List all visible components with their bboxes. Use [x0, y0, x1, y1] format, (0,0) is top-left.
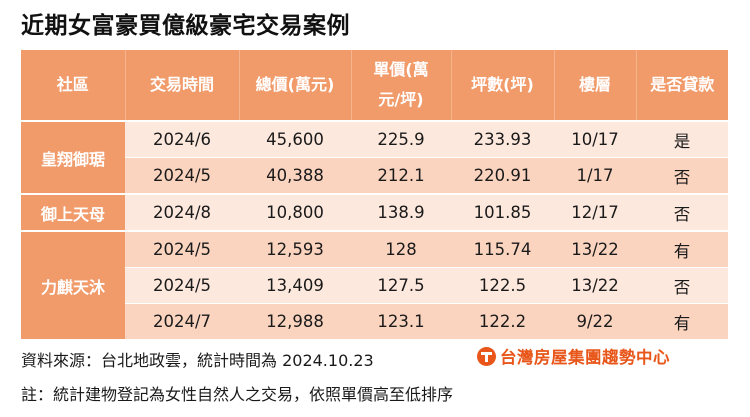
header-unit-price: 單價(萬元/坪) — [351, 50, 452, 121]
table-row: 力麒天沐 2024/5 12,593 128 115.74 13/22 有 — [21, 230, 728, 339]
total-price-cell: 40,388 — [239, 157, 351, 194]
loan-cell: 有 — [636, 303, 728, 339]
area-cell: 220.91 — [451, 157, 554, 194]
area-cell: 233.93 — [451, 120, 554, 158]
data-source-note: 資料來源：台北地政雲，統計時間為 2024.10.23 — [21, 351, 374, 370]
unit-price-cell: 138.9 — [351, 193, 451, 231]
total-price-cell: 45,600 — [239, 120, 351, 158]
floor-cell: 13/22 — [554, 267, 636, 304]
header-area: 坪數(坪) — [451, 50, 555, 121]
page-title: 近期女富豪買億級豪宅交易案例 — [21, 13, 350, 39]
header-date: 交易時間 — [125, 50, 240, 121]
unit-price-cell: 128 — [351, 230, 451, 268]
footnote: 註：統計建物登記為女性自然人之交易，依照單價高至低排序 — [21, 385, 454, 404]
total-price-cell: 12,593 — [239, 230, 351, 268]
transactions-table: 社區 交易時間 總價(萬元) 單價(萬元/坪) 坪數(坪) 樓層 是否貸款 皇翔… — [21, 50, 728, 339]
unit-price-cell: 212.1 — [351, 157, 451, 194]
floor-cell: 9/22 — [554, 303, 636, 339]
taiwan-realty-logo-icon — [477, 346, 496, 366]
header-unit-price-line2: 元/坪) — [378, 90, 424, 109]
loan-cell: 否 — [636, 267, 728, 304]
area-cell: 122.2 — [451, 303, 554, 339]
transactions-table-wrap: 社區 交易時間 總價(萬元) 單價(萬元/坪) 坪數(坪) 樓層 是否貸款 皇翔… — [21, 50, 728, 339]
floor-cell: 13/22 — [554, 230, 636, 268]
date-cell: 2024/6 — [125, 120, 239, 158]
table-row: 御上天母 2024/8 10,800 138.9 101.85 12/17 否 — [21, 193, 728, 231]
table-header-row: 社區 交易時間 總價(萬元) 單價(萬元/坪) 坪數(坪) 樓層 是否貸款 — [21, 50, 728, 121]
loan-cell: 否 — [636, 193, 728, 231]
date-cell: 2024/5 — [125, 267, 239, 304]
loan-cell: 有 — [636, 230, 728, 268]
unit-price-cell: 127.5 — [351, 267, 451, 304]
table-row: 2024/7 12,988 123.1 122.2 9/22 有 — [21, 303, 728, 339]
date-cell: 2024/5 — [125, 157, 239, 194]
unit-price-cell: 225.9 — [351, 120, 451, 158]
date-cell: 2024/5 — [125, 230, 239, 268]
brand-logo: 台灣房屋集團趨勢中心 — [477, 346, 670, 367]
area-cell: 122.5 — [451, 267, 554, 304]
floor-cell: 10/17 — [554, 120, 636, 158]
date-cell: 2024/7 — [125, 303, 239, 339]
header-unit-price-line1: 單價(萬 — [373, 60, 429, 79]
table-row: 2024/5 40,388 212.1 220.91 1/17 否 — [21, 157, 728, 194]
header-loan: 是否貸款 — [636, 50, 728, 121]
community-cell: 皇翔御琚 — [21, 120, 125, 194]
brand-name: 台灣房屋集團趨勢中心 — [500, 348, 670, 367]
loan-cell: 否 — [636, 157, 728, 194]
date-cell: 2024/8 — [125, 193, 239, 231]
area-cell: 101.85 — [451, 193, 554, 231]
header-community: 社區 — [21, 50, 126, 121]
loan-cell: 是 — [636, 120, 728, 158]
total-price-cell: 13,409 — [239, 267, 351, 304]
community-cell: 御上天母 — [21, 193, 125, 231]
floor-cell: 12/17 — [554, 193, 636, 231]
header-total-price: 總價(萬元) — [239, 50, 352, 121]
total-price-cell: 12,988 — [239, 303, 351, 339]
total-price-cell: 10,800 — [239, 193, 351, 231]
community-cell: 力麒天沐 — [21, 230, 125, 339]
table-row: 2024/5 13,409 127.5 122.5 13/22 否 — [21, 267, 728, 304]
area-cell: 115.74 — [451, 230, 554, 268]
header-floor: 樓層 — [554, 50, 637, 121]
table-row: 皇翔御琚 2024/6 45,600 225.9 233.93 10/17 是 — [21, 120, 728, 194]
unit-price-cell: 123.1 — [351, 303, 451, 339]
table-body: 皇翔御琚 2024/6 45,600 225.9 233.93 10/17 是 2024/5 4… — [21, 120, 728, 339]
floor-cell: 1/17 — [554, 157, 636, 194]
